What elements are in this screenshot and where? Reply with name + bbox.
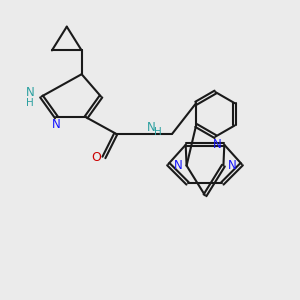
Text: O: O <box>92 151 101 164</box>
Text: N: N <box>227 159 236 172</box>
Text: H: H <box>26 98 34 108</box>
Text: N: N <box>212 138 221 152</box>
Text: N: N <box>26 86 34 99</box>
Text: H: H <box>154 127 162 137</box>
Text: N: N <box>174 159 183 172</box>
Text: N: N <box>146 121 155 134</box>
Text: N: N <box>51 118 60 131</box>
